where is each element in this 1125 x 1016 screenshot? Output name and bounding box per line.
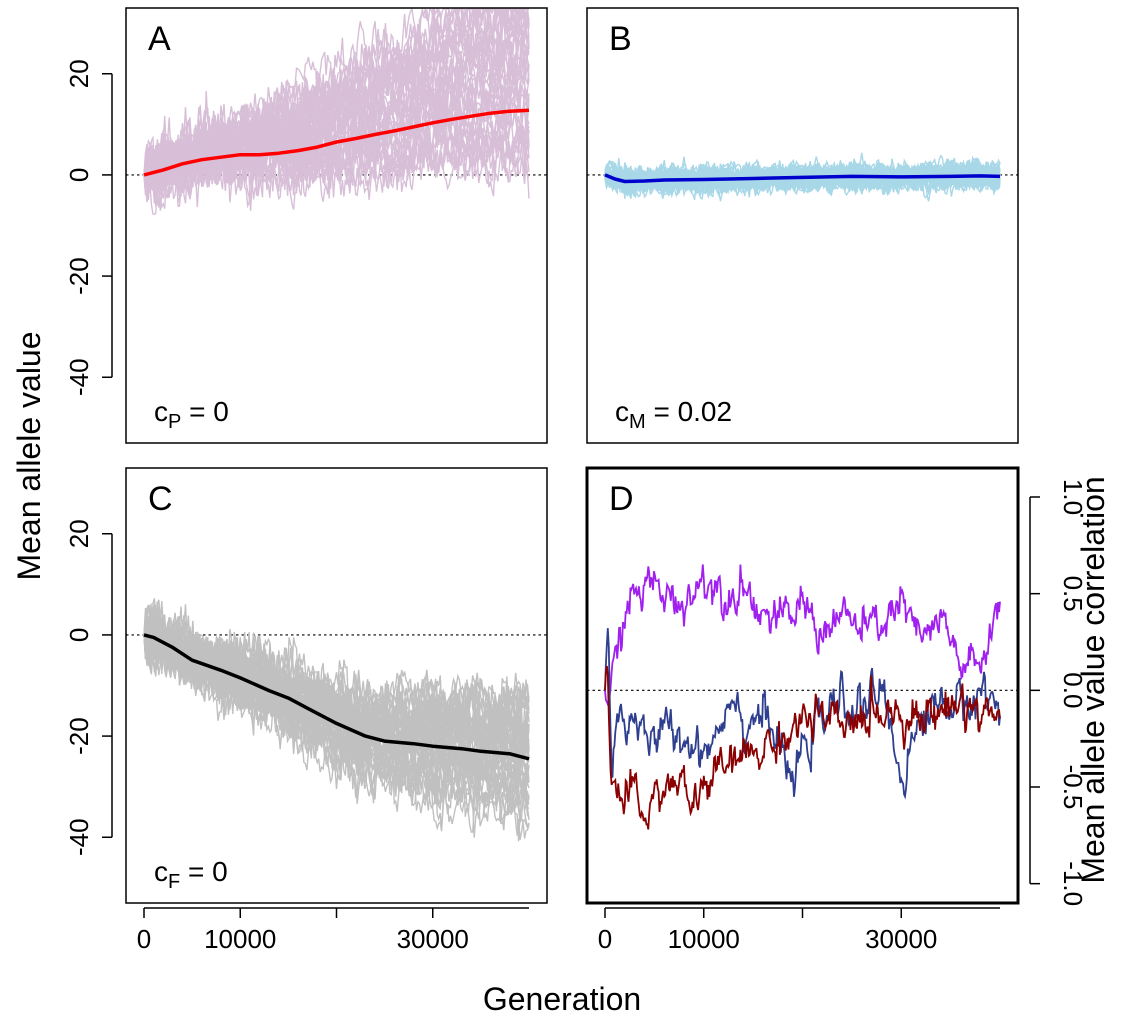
plot-area-d	[587, 564, 1018, 830]
x-tick-label: 0	[137, 924, 151, 954]
y-tick-label: -20	[64, 257, 94, 295]
x-axis-title: Generation	[483, 981, 641, 1016]
replicate-line	[143, 55, 530, 190]
panel-frame	[125, 7, 548, 444]
correlation-series-line	[604, 665, 1001, 830]
mean-line	[143, 633, 530, 761]
replicate-line	[143, 117, 530, 201]
x-axis: 0 10000 30000	[598, 907, 1000, 954]
replicate-line	[143, 620, 530, 791]
plot-area-b	[587, 152, 1018, 202]
panel-b: BcM = 0.02	[586, 7, 1019, 444]
replicate-line	[143, 8, 529, 200]
mean-line	[604, 173, 1001, 184]
y-tick-label: 20	[64, 519, 94, 548]
annotation-base: c	[154, 856, 168, 887]
plot-area-c	[126, 598, 547, 842]
x-tick-label: 10000	[668, 924, 740, 954]
correlation-series-line	[604, 564, 1001, 707]
y-axis-title-right: Mean allele value correlation	[1075, 476, 1111, 883]
replicate-line	[143, 614, 530, 821]
y-tick-label: 0.0	[1058, 672, 1088, 708]
mean-line	[143, 108, 530, 177]
y-tick-label: 1.0	[1058, 479, 1088, 515]
replicate-lines	[143, 598, 530, 842]
panel-label: C	[148, 480, 173, 518]
y-tick-label: 0.5	[1058, 576, 1088, 612]
y-tick-label: -40	[64, 358, 94, 396]
annotation-subscript: M	[629, 411, 646, 433]
x-axis: 0 10000 30000	[137, 907, 529, 954]
annotation-base: c	[615, 396, 629, 427]
replicate-line	[143, 620, 530, 781]
y-tick-label: -0.5	[1058, 765, 1088, 810]
plot-area-a	[126, 8, 547, 216]
y-axis: -40 -20 0 20	[64, 59, 113, 396]
replicate-lines	[143, 8, 530, 216]
panel-a: AcP = 0 -40 -20 0 20	[64, 7, 548, 444]
y-tick-label: 0	[64, 628, 94, 642]
panel-d: D -1.0 -0.5 0.0 0.5 1.0 0 10000 30000	[585, 466, 1088, 954]
y-tick-label: 0	[64, 168, 94, 182]
x-tick-label: 30000	[865, 924, 937, 954]
annotation-value: = 0	[180, 856, 227, 887]
y-axis-title-left: Mean allele value	[11, 331, 47, 580]
y-axis: -40 -20 0 20	[64, 519, 113, 856]
y-tick-label: -20	[64, 717, 94, 755]
x-tick-label: 0	[598, 924, 612, 954]
y-tick-label: -1.0	[1058, 861, 1088, 906]
annotation-base: c	[154, 396, 168, 427]
panel-label: A	[148, 20, 171, 58]
annotation-subscript: F	[168, 871, 180, 893]
annotation-value: = 0	[181, 396, 228, 427]
panel-c: CcF = 0 -40 -20 0 20 0 10000 30000	[64, 467, 548, 954]
panel-frame	[586, 7, 1019, 444]
y-tick-label: 20	[64, 59, 94, 88]
annotation-value: = 0.02	[646, 396, 732, 427]
panel-frame	[585, 466, 1020, 905]
parameter-annotation: cF = 0	[154, 856, 228, 893]
x-tick-label: 30000	[397, 924, 469, 954]
panel-label: B	[609, 20, 632, 58]
x-tick-label: 10000	[204, 924, 276, 954]
annotation-subscript: P	[168, 411, 181, 433]
y-axis-right: -1.0 -0.5 0.0 0.5 1.0	[1029, 479, 1088, 906]
panel-frame	[125, 467, 548, 904]
parameter-annotation: cP = 0	[154, 396, 229, 433]
y-tick-label: -40	[64, 818, 94, 856]
panel-label: D	[609, 480, 634, 518]
parameter-annotation: cM = 0.02	[615, 396, 732, 433]
